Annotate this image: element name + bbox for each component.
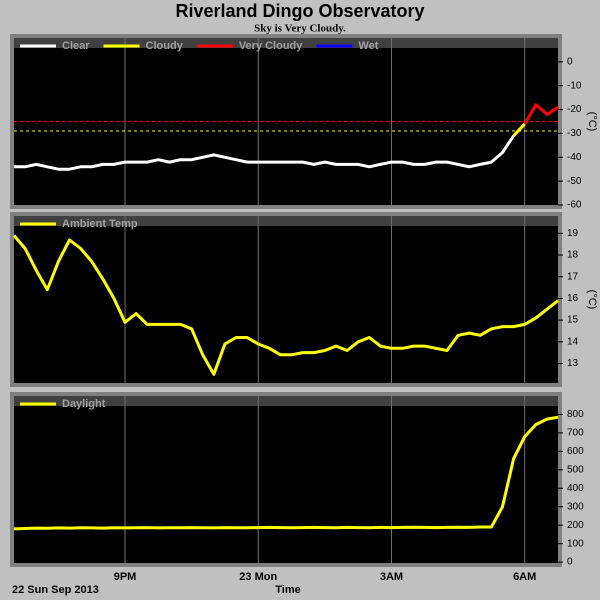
y-tick-label: 600 xyxy=(567,446,584,457)
y-axis-label: (°C) xyxy=(586,290,598,310)
y-tick-label: 17 xyxy=(567,271,579,282)
plot-area xyxy=(14,396,558,563)
chart-title: Riverland Dingo Observatory xyxy=(175,1,424,21)
x-axis-label: Time xyxy=(275,584,300,596)
y-tick-label: 0 xyxy=(567,557,573,568)
y-tick-label: 0 xyxy=(567,56,573,67)
y-tick-label: 15 xyxy=(567,315,579,326)
data-line xyxy=(523,103,559,125)
x-tick-label: 9PM xyxy=(114,571,137,583)
legend-label: Daylight xyxy=(62,398,106,410)
y-tick-label: 300 xyxy=(567,501,584,512)
x-tick-label: 3AM xyxy=(380,571,403,583)
plot-area xyxy=(14,216,558,383)
y-axis-label: (°C) xyxy=(586,112,598,132)
y-tick-label: -20 xyxy=(567,104,582,115)
y-tick-label: 800 xyxy=(567,409,584,420)
y-tick-label: -50 xyxy=(567,176,582,187)
y-tick-label: 100 xyxy=(567,538,584,549)
legend-label: Wet xyxy=(358,40,378,52)
y-tick-label: 19 xyxy=(567,228,579,239)
legend-strip xyxy=(14,396,558,406)
y-tick-label: 13 xyxy=(567,358,579,369)
y-tick-label: 200 xyxy=(567,520,584,531)
legend-label: Very Cloudy xyxy=(239,40,303,52)
data-line xyxy=(12,234,559,376)
y-tick-label: -40 xyxy=(567,152,582,163)
legend-strip xyxy=(14,38,558,48)
chart-subtitle: Sky is Very Cloudy. xyxy=(254,23,346,35)
data-line xyxy=(13,415,559,531)
legend-label: Clear xyxy=(62,40,90,52)
x-tick-label: 23 Mon xyxy=(239,571,277,583)
y-tick-label: -60 xyxy=(567,200,582,211)
data-line xyxy=(512,122,526,137)
y-tick-label: 500 xyxy=(567,464,584,475)
date-label: 22 Sun Sep 2013 xyxy=(12,584,99,596)
legend-label: Cloudy xyxy=(146,40,184,52)
y-tick-label: 18 xyxy=(567,250,579,261)
y-tick-label: -10 xyxy=(567,80,582,91)
y-tick-label: 16 xyxy=(567,293,579,304)
y-tick-label: -30 xyxy=(567,128,582,139)
x-tick-label: 6AM xyxy=(513,571,536,583)
data-line xyxy=(14,134,515,171)
y-tick-label: 14 xyxy=(567,336,579,347)
legend-label: Ambient Temp xyxy=(62,218,138,230)
y-tick-label: 400 xyxy=(567,483,584,494)
y-tick-label: 700 xyxy=(567,428,584,439)
legend-strip xyxy=(14,216,558,226)
